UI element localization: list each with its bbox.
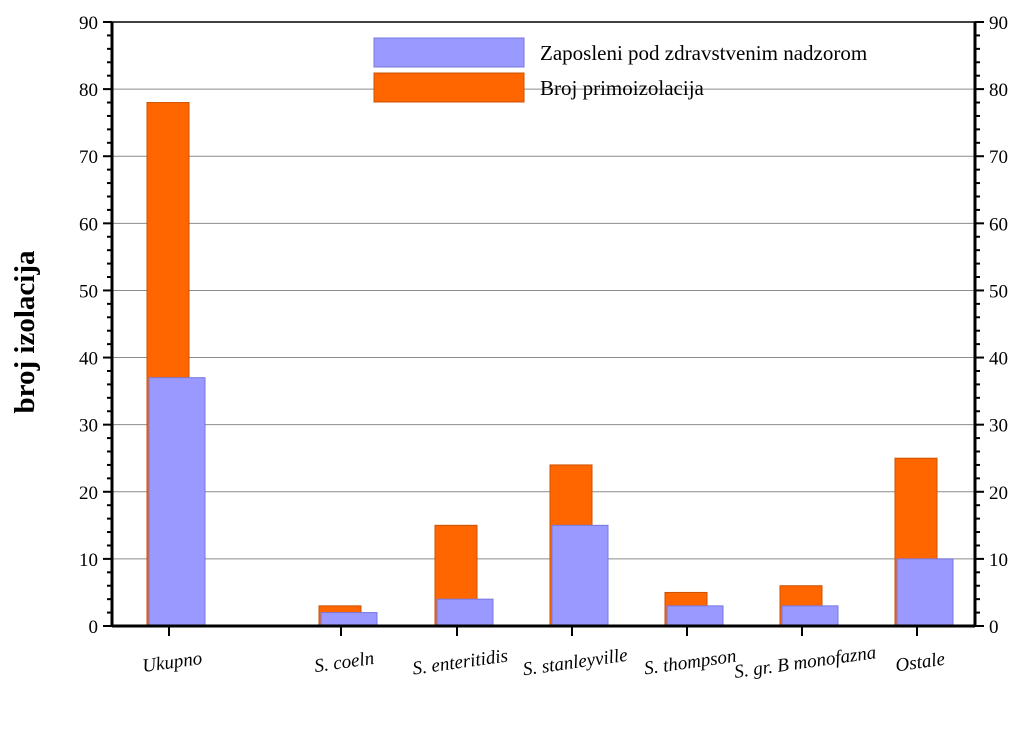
gridlines bbox=[112, 88, 975, 560]
legend: Zaposleni pod zdravstvenim nadzorom Broj … bbox=[373, 37, 867, 103]
y-tick-label-right: 30 bbox=[989, 416, 1008, 437]
x-category-label: S. stanleyville bbox=[522, 645, 629, 680]
y-tick-label-right: 40 bbox=[989, 349, 1008, 370]
legend-swatch bbox=[373, 37, 525, 68]
x-category-label: S. enteritidis bbox=[411, 645, 509, 679]
y-tick-label-left: 70 bbox=[79, 147, 98, 168]
x-category-label: S. gr. B monofazna bbox=[733, 642, 878, 683]
y-tick-label-left: 60 bbox=[79, 214, 98, 235]
y-tick-label-right: 90 bbox=[989, 13, 1008, 34]
legend-label: Zaposleni pod zdravstvenim nadzorom bbox=[540, 41, 867, 65]
x-ticks: Ukupno S. coeln S. enteritidis S. stanleyvi… bbox=[141, 626, 946, 683]
y-tick-label-right: 20 bbox=[989, 483, 1008, 504]
bars bbox=[146, 102, 954, 627]
x-category-label: Ukupno bbox=[141, 648, 203, 677]
bar-zaposleni-1 bbox=[148, 377, 206, 627]
y-tick-label-left: 80 bbox=[79, 80, 98, 101]
bar-zaposleni-6 bbox=[781, 605, 839, 627]
x-category-label: Ostale bbox=[894, 649, 946, 677]
y-tick-label-left: 90 bbox=[79, 13, 98, 34]
y-tick-label-right: 60 bbox=[989, 214, 1008, 235]
y-tick-label-right: 80 bbox=[989, 80, 1008, 101]
y-tick-label-right: 70 bbox=[989, 147, 1008, 168]
y-axis-label: broj izolacija bbox=[9, 250, 41, 413]
y-tick-label-right: 10 bbox=[989, 550, 1008, 571]
bar-zaposleni-7 bbox=[896, 558, 954, 627]
left-y-ticks: 0 10 20 30 40 50 60 70 80 90 bbox=[79, 13, 112, 638]
y-tick-label-left: 50 bbox=[79, 281, 98, 302]
right-y-ticks: 0 10 20 30 40 50 60 70 80 90 bbox=[975, 13, 1008, 638]
y-tick-label-left: 0 bbox=[89, 617, 99, 638]
legend-swatch bbox=[373, 72, 525, 103]
axes bbox=[110, 21, 977, 628]
x-category-label: S. coeln bbox=[313, 648, 375, 677]
y-tick-label-left: 10 bbox=[79, 550, 98, 571]
y-tick-label-right: 50 bbox=[989, 281, 1008, 302]
bar-zaposleni-5 bbox=[666, 605, 724, 627]
bar-zaposleni-2 bbox=[320, 612, 378, 627]
bar-zaposleni-4 bbox=[551, 524, 609, 627]
y-tick-label-right: 0 bbox=[989, 617, 999, 638]
x-category-label: S. thompson bbox=[643, 646, 738, 680]
y-tick-label-left: 20 bbox=[79, 483, 98, 504]
legend-label: Broj primoizolacija bbox=[540, 76, 705, 100]
bar-zaposleni-3 bbox=[436, 598, 494, 627]
y-tick-label-left: 40 bbox=[79, 349, 98, 370]
y-tick-label-left: 30 bbox=[79, 416, 98, 437]
